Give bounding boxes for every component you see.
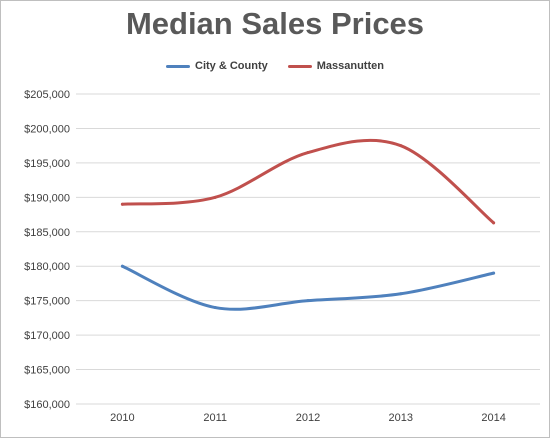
y-tick-label: $190,000 [24,192,70,204]
data-point-city-county-2012 [306,299,310,303]
data-point-massanutten-2013 [399,144,403,148]
legend-label-city-county: City & County [195,60,268,72]
y-axis-tick-labels: $160,000 $165,000 $170,000 $175,000 $180,000… [24,89,70,411]
data-point-city-county-2010 [120,264,124,268]
y-tick-label: $175,000 [24,296,70,308]
chart-title: Median Sales Prices [125,6,425,41]
data-point-city-county-2014 [492,271,496,275]
y-tick-label: $180,000 [24,261,70,273]
data-point-massanutten-2014 [492,221,496,225]
x-tick-label: 2013 [389,412,413,424]
x-tick-label: 2014 [481,412,505,424]
legend-swatch-city-county [166,64,190,68]
data-point-massanutten-2011 [213,195,217,199]
x-tick-label: 2012 [296,412,320,424]
data-point-city-county-2011 [213,306,217,310]
y-tick-label: $185,000 [24,227,70,239]
series-line-city-county [120,264,496,311]
y-tick-label: $205,000 [24,89,70,101]
x-tick-label: 2010 [110,412,134,424]
y-tick-label: $165,000 [24,365,70,377]
y-tick-label: $200,000 [24,123,70,135]
data-point-city-county-2013 [399,292,403,296]
data-point-massanutten-2010 [120,202,124,206]
series-lines [120,138,496,311]
legend: City & County Massanutten [0,60,550,72]
x-tick-label: 2011 [203,412,227,424]
legend-item-city-county: City & County [166,60,268,72]
x-axis-tick-labels: 2010 2011 2012 2013 2014 [110,412,506,424]
gridlines [76,93,540,405]
legend-label-massanutten: Massanutten [316,60,384,72]
y-tick-label: $160,000 [24,399,70,411]
data-point-massanutten-2012 [306,151,310,155]
legend-swatch-massanutten [287,64,312,68]
y-tick-label: $170,000 [24,330,70,342]
legend-item-massanutten: Massanutten [287,60,384,72]
y-tick-label: $195,000 [24,158,70,170]
